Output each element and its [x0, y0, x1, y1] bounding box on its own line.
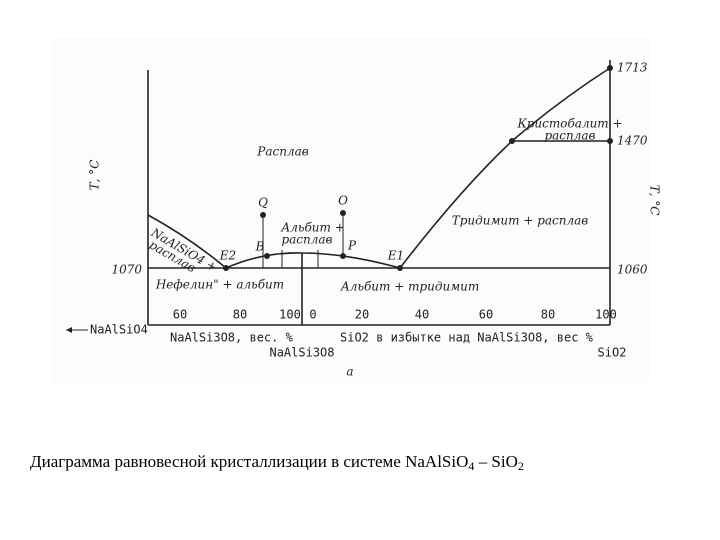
tick-label: 0: [309, 308, 316, 322]
caption-sub: 2: [518, 459, 524, 473]
point-label: O: [338, 194, 348, 208]
point: [607, 65, 613, 71]
region-label: расплав: [544, 129, 595, 143]
point-label: Q: [258, 196, 268, 210]
tick-label: 100: [595, 308, 617, 322]
region-label: Тридимит + расплав: [452, 214, 589, 228]
tick-label: 60: [173, 308, 187, 322]
left-axis-title: Т, °C: [88, 160, 102, 191]
liquidus-nepheline: [147, 214, 227, 269]
temperature-label: 1060: [617, 263, 648, 277]
region-label: Кристобалит +: [516, 117, 622, 131]
region-label: Альбит + тридимит: [340, 280, 480, 294]
point-p: [340, 253, 346, 259]
axis-caption: SiO2: [598, 346, 627, 360]
temperature-label: 1713: [617, 61, 648, 75]
point-e1: [397, 265, 403, 271]
liquidus-albite: [225, 252, 401, 269]
point: [509, 138, 515, 144]
region-label: расплав: [281, 233, 332, 247]
tick-label: 40: [415, 308, 429, 322]
caption: Диаграмма равновесной кристаллизации в с…: [30, 452, 524, 473]
caption-text: – SiO: [474, 452, 517, 471]
region-label: Альбит +: [280, 221, 345, 235]
tick-label: 60: [479, 308, 493, 322]
right-axis-title: Т, °C: [648, 185, 662, 216]
tick-label: 100: [279, 308, 301, 322]
caption-text: Диаграмма равновесной кристаллизации в с…: [30, 452, 468, 471]
point-label: E2: [219, 249, 236, 263]
point-label: E1: [387, 249, 404, 263]
axis-caption: NaAlSi3O8, вес. %: [170, 331, 294, 345]
tick-labels: 60 80 100 0 20 40 60 80 100: [173, 308, 617, 322]
tick-label: 20: [355, 308, 369, 322]
point-e2: [223, 265, 229, 271]
region-label: Нефелин" + альбит: [155, 278, 284, 292]
caption-sub: 4: [468, 459, 474, 473]
point: [607, 138, 613, 144]
figure-letter: а: [346, 365, 353, 379]
point-o: [340, 210, 346, 216]
point-b: [264, 253, 270, 259]
point-label: P: [347, 239, 357, 253]
arrow-head: [66, 327, 72, 333]
axis-caption: NaAlSiO4: [90, 323, 148, 337]
point-q: [260, 212, 266, 218]
axis-caption: NaAlSi3O8: [269, 346, 334, 360]
tick-label: 80: [541, 308, 555, 322]
point-label: B: [255, 240, 265, 254]
tick-label: 80: [233, 308, 247, 322]
region-label: Расплав: [256, 145, 308, 159]
axis-caption: SiO2 в избытке над NaAlSi3O8, вес %: [340, 331, 594, 345]
temperature-label: 1070: [111, 263, 142, 277]
points: [223, 65, 613, 271]
temperature-label: 1470: [617, 134, 648, 148]
